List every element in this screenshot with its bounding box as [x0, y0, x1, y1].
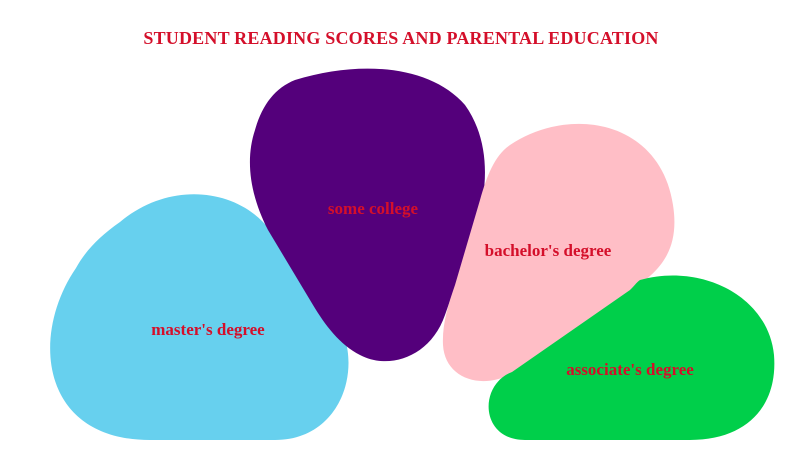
petal-bachelor-s-degree: [442, 123, 675, 382]
petal-master-s-degree: [50, 194, 349, 440]
petal-some-college: [249, 68, 485, 362]
label-master-s-degree: master's degree: [151, 320, 265, 339]
petal-associate-s-degree: [488, 275, 775, 440]
label-bachelor-s-degree: bachelor's degree: [485, 241, 612, 260]
chart-title: STUDENT READING SCORES AND PARENTAL EDUC…: [143, 28, 659, 48]
label-some-college: some college: [328, 199, 419, 218]
label-associate-s-degree: associate's degree: [566, 360, 694, 379]
